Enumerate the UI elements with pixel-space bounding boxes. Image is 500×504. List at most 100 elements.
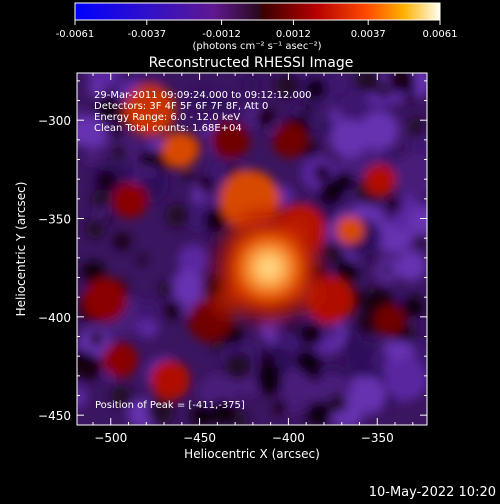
peak-position-label: Position of Peak = [-411,-375] (95, 400, 245, 411)
heatmap-cell (384, 357, 427, 401)
heatmap-cell (272, 122, 308, 158)
heatmap-cell (273, 400, 288, 415)
heatmap-cell (313, 164, 331, 182)
colorbar-tick-label: -0.0061 (56, 29, 95, 40)
heatmap-cell (174, 301, 184, 311)
heatmap-cell (381, 264, 393, 276)
heatmap-cell (364, 164, 396, 196)
heatmap-cell (124, 84, 176, 136)
heatmap-cell (407, 117, 426, 137)
source-lobe (289, 278, 318, 307)
heatmap-cell (329, 73, 351, 93)
x-tick-label: −350 (361, 431, 394, 445)
heatmap-cell (377, 84, 391, 98)
chart-title: Reconstructed RHESSI Image (149, 55, 354, 71)
colorbar-tick-label: 0.0037 (351, 29, 386, 40)
colorbar-ticks: -0.0061 -0.0037 -0.0012 0.0012 0.0037 0.0061 (56, 20, 458, 40)
heatmap-cell (150, 360, 190, 400)
heatmap-cell (88, 81, 104, 97)
y-axis: −300 −350 −400 −450 (38, 80, 427, 423)
heatmap-cell (77, 354, 103, 380)
heatmap-cell (393, 153, 427, 198)
colorbar-tick-label: 0.0012 (276, 29, 311, 40)
observation-annotations: 29-Mar-2011 09:09:24.000 to 09:12:12.000… (94, 90, 312, 134)
heatmap-cell (306, 276, 354, 324)
heatmap-cell (83, 278, 127, 322)
heatmap-cell (309, 139, 318, 148)
x-axis-label: Heliocentric X (arcsec) (184, 447, 320, 461)
heatmap-cell (177, 244, 210, 276)
heatmap-cell (112, 232, 132, 251)
colorbar (74, 2, 441, 21)
heatmap-cell (102, 342, 138, 378)
heatmap-cell (345, 341, 383, 378)
heatmap-cell (137, 149, 155, 167)
annotation-line: 29-Mar-2011 09:09:24.000 to 09:12:12.000 (94, 90, 312, 101)
heatmap-cell (395, 250, 427, 282)
heatmap-image (77, 73, 427, 425)
colorbar-tick-label: 0.0061 (423, 29, 458, 40)
heatmap-cell (324, 178, 347, 201)
heatmap-cell (91, 190, 110, 208)
heatmap-cell (295, 348, 322, 375)
heatmap-cell (336, 216, 364, 244)
y-tick-label: −350 (38, 213, 71, 227)
heatmap-cell (225, 352, 253, 380)
heatmap-cell (111, 143, 127, 159)
heatmap-cell (210, 399, 236, 425)
heatmap-cell (77, 144, 85, 154)
heatmap-cell (191, 404, 214, 425)
heatmap-cell (255, 107, 276, 128)
x-tick-label: −450 (183, 431, 216, 445)
heatmap-cell (355, 73, 382, 94)
timestamp: 10-May-2022 10:20 (369, 485, 496, 500)
heatmap-cell (183, 170, 193, 180)
heatmap-cell (255, 362, 282, 390)
heatmap-cell (158, 281, 174, 297)
heatmap-cell (203, 207, 228, 232)
heatmap-cell (404, 81, 416, 92)
heatmap-cell (96, 170, 117, 191)
heatmap-cell (88, 330, 105, 347)
y-axis-label: Heliocentric Y (arcsec) (14, 182, 28, 317)
heatmap-cell (242, 108, 258, 123)
colorbar-tick-label: -0.0037 (127, 29, 166, 40)
heatmap-cell (243, 76, 260, 93)
heatmap-cell (82, 145, 102, 164)
heatmap-cell (77, 386, 88, 408)
heatmap-cell (227, 164, 239, 176)
heatmap-cell (371, 258, 380, 267)
heatmap-cell (103, 213, 113, 223)
heatmap-cell (77, 115, 107, 152)
heatmap-cell (329, 119, 368, 158)
heatmap-cell (230, 411, 248, 425)
heatmap-cell (374, 304, 406, 336)
heatmap-cell (210, 120, 250, 160)
heatmap-cell (320, 241, 342, 263)
heatmap-cell (110, 126, 124, 140)
y-tick-label: −400 (38, 311, 71, 325)
heatmap-cell (386, 196, 402, 213)
heatmap-cell (137, 300, 158, 321)
source-lobe (226, 225, 251, 250)
y-tick-label: −450 (38, 409, 71, 423)
heatmap-cell (137, 316, 159, 339)
heatmap-cell (165, 203, 190, 228)
x-axis: −500 −450 −400 −350 (92, 73, 414, 445)
heatmap-cell (98, 98, 115, 116)
heatmap-cell (162, 132, 198, 168)
annotation-line: Clean Total counts: 1.68E+04 (94, 123, 242, 134)
heatmap-cell (408, 129, 427, 162)
heatmap-cell (274, 73, 301, 98)
heatmap-cell (370, 350, 390, 369)
source-lobe (212, 281, 245, 314)
heatmap-cell (220, 170, 280, 230)
annotation-line: Energy Range: 6.0 - 12.0 keV (94, 112, 240, 123)
heatmap-cell (287, 321, 300, 333)
heatmap-cell (414, 234, 427, 248)
heatmap-cell (211, 95, 232, 115)
colorbar-unit-label: (photons cm⁻² s⁻¹ asec⁻²) (192, 41, 321, 52)
plot-frame (76, 72, 428, 426)
